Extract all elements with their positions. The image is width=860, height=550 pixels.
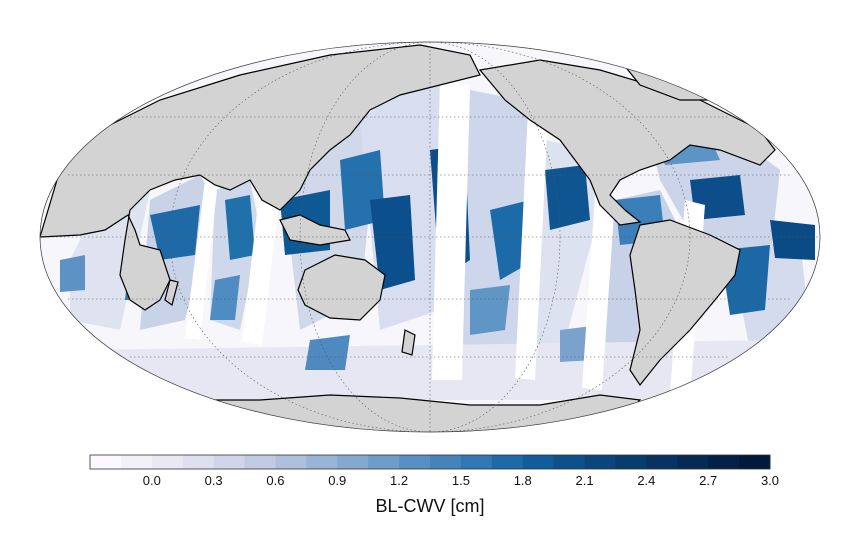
colorbar-segment	[90, 455, 122, 469]
colorbar-segment	[677, 455, 709, 469]
colorbar-border	[89, 454, 771, 470]
maritime-continent	[279, 214, 351, 246]
colorbar-tick-label: 3.0	[761, 473, 779, 488]
colorbar-tick-label: 2.1	[576, 473, 594, 488]
colorbar-segment	[399, 455, 431, 469]
colorbar-segment	[244, 455, 276, 469]
colorbar-segment	[151, 455, 184, 469]
colorbar-tick-label: 1.2	[390, 473, 408, 488]
colorbar-segment	[553, 455, 586, 469]
new-zealand	[401, 329, 416, 356]
colorbar-segment	[430, 455, 462, 469]
eurasia-africa	[40, 44, 481, 311]
colorbar-segment	[275, 455, 307, 469]
colorbar-tick-label: 2.7	[699, 473, 717, 488]
south-america	[629, 219, 741, 387]
colorbar-tick-label: 1.8	[514, 473, 532, 488]
colorbar-segment	[615, 455, 647, 469]
colorbar-segment	[491, 455, 524, 469]
australia	[297, 254, 386, 321]
colorbar-segment	[182, 455, 215, 469]
colorbar-segment	[584, 455, 616, 469]
colorbar-segment	[646, 455, 678, 469]
antarctica	[159, 394, 642, 432]
graticule	[40, 42, 820, 432]
colorbar-tick-label: 0.3	[205, 473, 223, 488]
colorbar-segment	[337, 455, 369, 469]
colorbar-segment	[306, 455, 338, 469]
colorbar-segment	[708, 455, 740, 469]
colorbar-segment	[460, 455, 493, 469]
colorbar-segment	[368, 455, 400, 469]
colorbar-label: BL-CWV [cm]	[375, 496, 484, 516]
colorbar-tick-label: 0.9	[328, 473, 346, 488]
colorbar-tick-label: 0.6	[266, 473, 284, 488]
map-content	[40, 42, 820, 432]
colorbar-tick-label: 0.0	[143, 473, 161, 488]
colorbar: 0.0 0.3 0.6 0.9 1.2 1.5 1.8 2.1 2.4 2.7 3.0	[89, 454, 779, 488]
colorbar-tick-label: 1.5	[452, 473, 470, 488]
colorbar-segment	[739, 455, 771, 469]
colorbar-segment	[522, 455, 555, 469]
colorbar-segment	[120, 455, 153, 469]
colorbar-segment	[213, 455, 246, 469]
colorbar-tick-label: 2.4	[637, 473, 655, 488]
